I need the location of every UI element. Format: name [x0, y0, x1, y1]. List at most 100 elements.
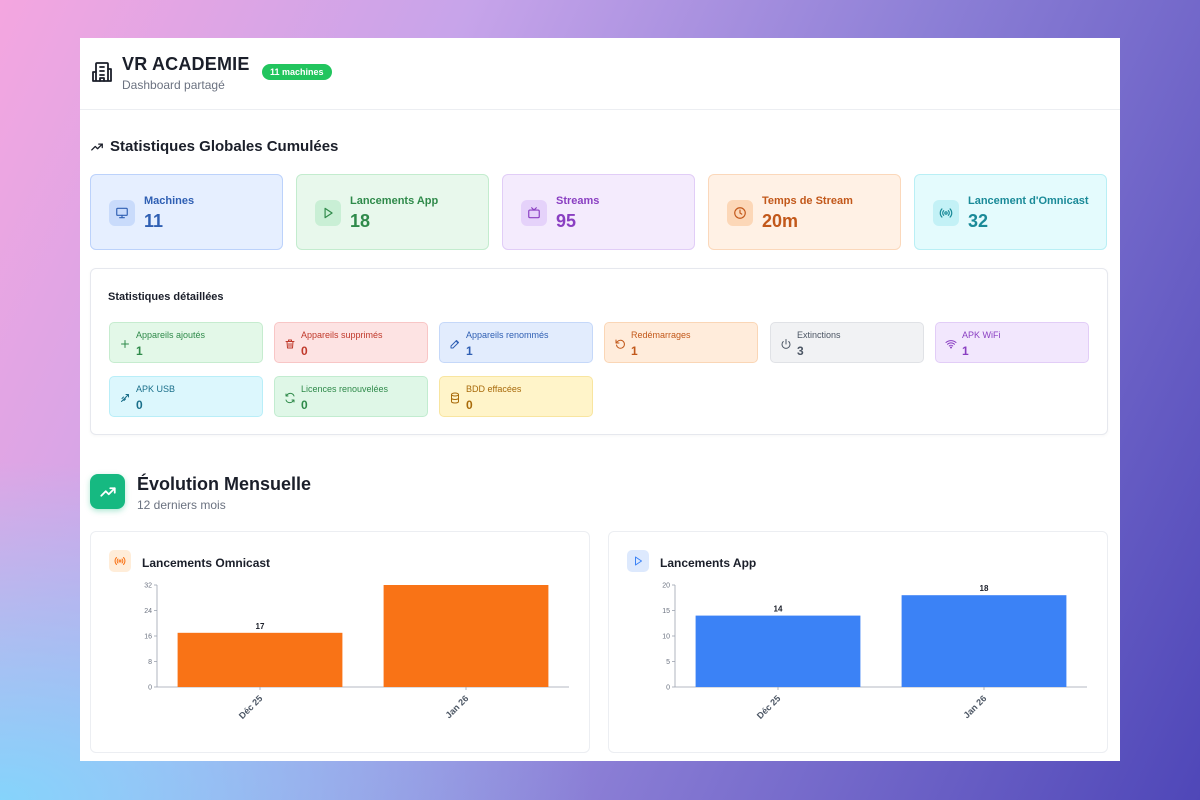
detail-stat-card: Appareils ajoutés 1: [109, 322, 263, 363]
evolution-title: Évolution Mensuelle: [137, 474, 312, 494]
broadcast-icon: [109, 550, 131, 572]
detail-stat-label: Appareils supprimés: [301, 330, 383, 340]
stat-label: Temps de Stream: [762, 195, 853, 207]
detail-stat-value: 1: [466, 344, 473, 358]
data-label: 18: [980, 584, 989, 593]
detail-stat-value: 1: [631, 344, 638, 358]
app-subtitle: Dashboard partagé: [122, 78, 225, 92]
detail-stat-card: APK WiFi 1: [935, 322, 1089, 363]
trash-icon: [284, 337, 296, 349]
wifi-icon: [945, 337, 957, 349]
global-stats-heading: Statistiques Globales Cumulées: [90, 138, 338, 155]
omnicast-bar-chart: 0 8 16 24 32 17 Déc 25 Jan 26: [144, 583, 569, 721]
detail-stat-value: 1: [962, 344, 969, 358]
detail-stat-value: 0: [301, 398, 308, 412]
evolution-badge: [90, 474, 125, 509]
stat-label: Machines: [144, 195, 195, 207]
global-stats-title: Statistiques Globales Cumulées: [110, 138, 339, 155]
app-title: VR ACADEMIE: [122, 54, 250, 74]
chart-title: Lancements App: [660, 556, 757, 570]
data-label: 14: [774, 605, 783, 614]
detail-stat-card: Redémarrages 1: [604, 322, 758, 363]
y-tick-label: 20: [662, 583, 670, 590]
building-icon: [92, 62, 112, 82]
play-icon: [315, 200, 341, 226]
stat-value: 95: [556, 211, 577, 231]
trending-up-icon: [99, 486, 116, 497]
stat-card: Lancement d'Omnicast 32: [914, 174, 1107, 250]
database-icon: [449, 391, 461, 404]
broadcast-icon: [933, 200, 959, 226]
stat-card: Streams 95: [502, 174, 695, 250]
stat-value: 32: [968, 211, 989, 231]
clock-icon: [727, 200, 753, 226]
machines-badge: 11 machines: [262, 64, 332, 80]
y-tick-label: 16: [144, 634, 152, 641]
detailed-stats-title: Statistiques détaillées: [108, 291, 224, 303]
stat-label: Lancement d'Omnicast: [968, 195, 1089, 207]
detail-stat-label: Extinctions: [797, 330, 841, 340]
edit-icon: [449, 337, 461, 349]
app-bar-chart: 0 5 10 15 20 14 Déc 25 18 Jan 26: [662, 583, 1087, 721]
detail-stat-label: Appareils ajoutés: [136, 330, 206, 340]
detail-stat-card: APK USB 0: [109, 376, 263, 417]
detail-stat-card: Appareils renommés 1: [439, 322, 593, 363]
detail-stat-label: APK WiFi: [962, 330, 1001, 340]
y-tick-label: 0: [148, 685, 152, 692]
detail-stat-value: 0: [301, 344, 308, 358]
header: VR ACADEMIE Dashboard partagé 11 machine…: [80, 38, 1120, 110]
detail-stat-card: Extinctions 3: [770, 322, 924, 363]
plus-icon: [119, 337, 131, 349]
y-tick-label: 24: [144, 608, 152, 615]
x-tick-label: Jan 26: [962, 693, 989, 720]
detail-stat-card: Appareils supprimés 0: [274, 322, 428, 363]
power-icon: [780, 337, 792, 349]
chart-title: Lancements Omnicast: [142, 556, 271, 570]
bar: [901, 595, 1067, 687]
bar: [177, 632, 343, 687]
bar: [695, 615, 861, 687]
stat-label: Streams: [556, 195, 600, 207]
restart-icon: [614, 337, 626, 349]
detail-stat-value: 0: [136, 398, 143, 412]
detail-stat-label: APK USB: [136, 384, 176, 394]
refresh-icon: [284, 391, 296, 404]
play-icon: [627, 550, 649, 572]
detailed-stats-panel: Statistiques détaillées Appareils ajouté…: [90, 268, 1108, 435]
x-tick-label: Déc 25: [755, 693, 783, 721]
chart-card-app: Lancements App 0 5 10 15 20 14 Déc 25 18 Jan 26: [608, 531, 1108, 753]
stat-card: Lancements App 18: [296, 174, 489, 250]
usb-icon: [119, 391, 131, 403]
detail-stat-card: BDD effacées 0: [439, 376, 593, 417]
stat-value: 18: [350, 211, 371, 231]
y-tick-label: 5: [666, 659, 670, 666]
data-label: 17: [256, 622, 265, 631]
stat-card: Temps de Stream 20m: [708, 174, 901, 250]
y-tick-label: 10: [662, 634, 670, 641]
stat-card: Machines 11: [90, 174, 283, 250]
trending-up-icon: [91, 142, 103, 151]
stat-label: Lancements App: [350, 195, 439, 207]
monitor-icon: [109, 200, 135, 226]
detail-stat-label: Licences renouvelées: [301, 384, 389, 394]
evolution-subtitle: 12 derniers mois: [137, 498, 226, 512]
y-tick-label: 15: [662, 608, 670, 615]
detail-stat-label: BDD effacées: [466, 384, 522, 394]
x-tick-label: Jan 26: [444, 693, 471, 720]
stat-value: 11: [144, 211, 164, 231]
chart-card-omnicast: Lancements Omnicast 0 8 16 24 32 17 Déc 25 Jan …: [90, 531, 590, 753]
x-tick-label: Déc 25: [237, 693, 265, 721]
tv-icon: [521, 200, 547, 226]
stat-value: 20m: [762, 211, 799, 231]
y-tick-label: 8: [148, 659, 152, 666]
y-tick-label: 0: [666, 685, 670, 692]
detail-stat-label: Redémarrages: [631, 330, 691, 340]
bar: [383, 585, 549, 687]
detail-stat-card: Licences renouvelées 0: [274, 376, 428, 417]
dashboard-window: VR ACADEMIE Dashboard partagé 11 machine…: [80, 38, 1120, 761]
detail-stat-value: 0: [466, 398, 473, 412]
y-tick-label: 32: [144, 583, 152, 590]
detail-stat-label: Appareils renommés: [466, 330, 549, 340]
detail-stat-value: 3: [797, 344, 804, 358]
detail-stat-value: 1: [136, 344, 143, 358]
